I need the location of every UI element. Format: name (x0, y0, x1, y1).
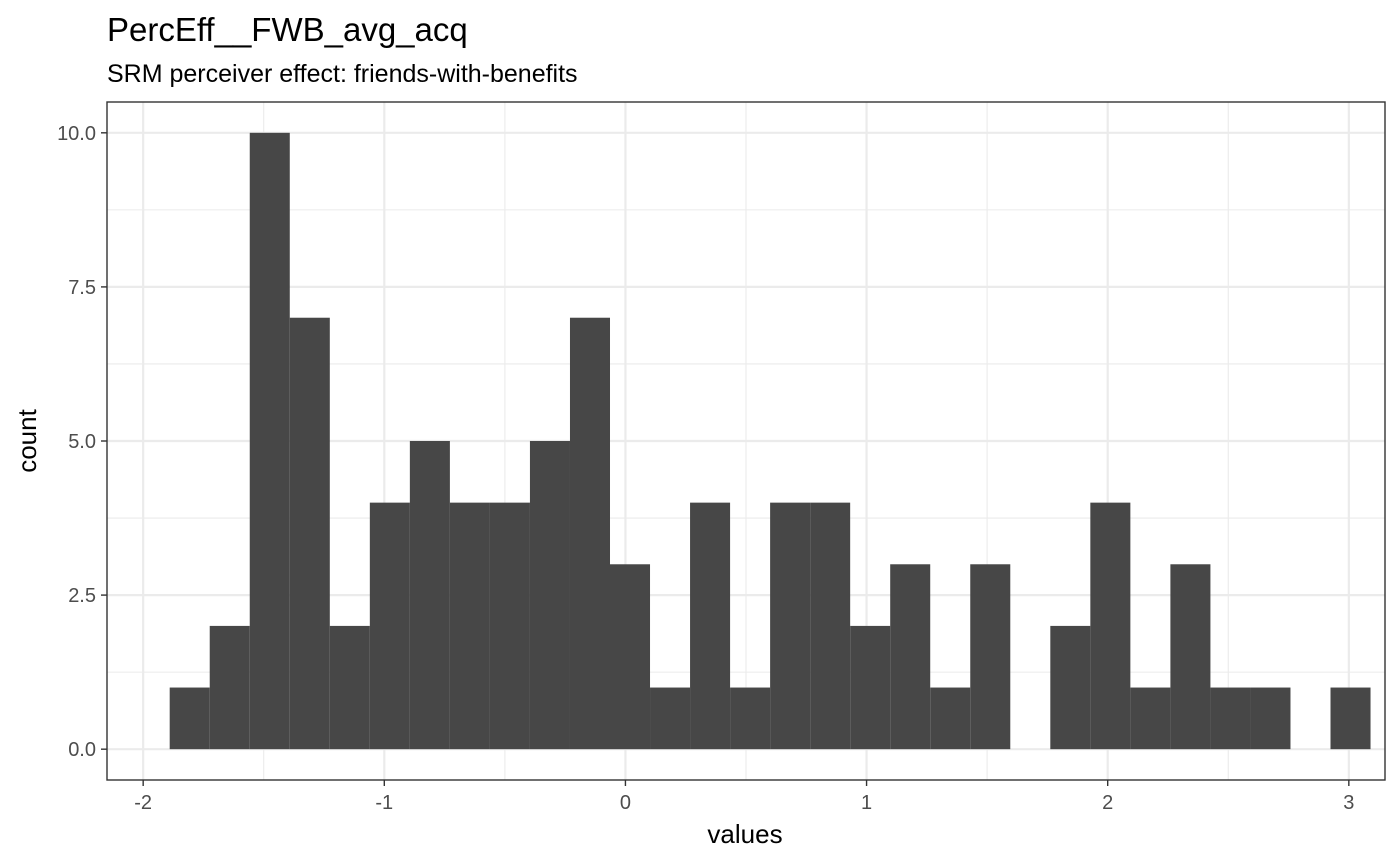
histogram-bar (449, 502, 490, 750)
x-axis-title: values (707, 819, 782, 849)
y-axis-title: count (12, 408, 42, 472)
x-tick-label: 2 (1102, 792, 1113, 814)
histogram-bar (209, 625, 250, 750)
histogram-bar (690, 502, 731, 750)
histogram-bar (1050, 625, 1091, 750)
y-tick-label: 2.5 (68, 585, 96, 607)
histogram-bar (1090, 502, 1131, 750)
histogram-bar (650, 687, 691, 750)
histogram-bar (369, 502, 410, 750)
chart-title: PercEff__FWB_avg_acq (107, 11, 468, 48)
histogram-bar (930, 687, 971, 750)
histogram-bar (610, 564, 651, 750)
histogram-bar (970, 564, 1011, 750)
histogram-bar (169, 687, 210, 750)
histogram-bar (1330, 687, 1371, 750)
histogram-bar (730, 687, 771, 750)
histogram-bar (489, 502, 530, 750)
histogram-bar (850, 625, 891, 750)
histogram-bars (169, 132, 1371, 750)
x-tick-label: -1 (375, 792, 393, 814)
y-axis: 0.0 2.5 5.0 7.5 10.0 (57, 123, 107, 761)
histogram-bar (1130, 687, 1171, 750)
histogram-bar (890, 564, 931, 750)
y-tick-label: 7.5 (68, 277, 96, 299)
histogram-bar (770, 502, 811, 750)
y-tick-label: 0.0 (68, 739, 96, 761)
histogram-bar (289, 317, 330, 750)
x-tick-label: 3 (1343, 792, 1354, 814)
histogram-bar (1210, 687, 1251, 750)
histogram-bar (409, 441, 450, 750)
x-tick-label: 1 (861, 792, 872, 814)
histogram-bar (810, 502, 851, 750)
x-tick-label: 0 (620, 792, 631, 814)
y-tick-label: 5.0 (68, 431, 96, 453)
histogram-bar (1170, 564, 1211, 750)
histogram-bar (249, 132, 290, 750)
histogram-bar (529, 441, 570, 750)
histogram-bar (329, 625, 370, 750)
x-tick-label: -2 (134, 792, 152, 814)
histogram-bar (1250, 687, 1291, 750)
chart-subtitle: SRM perceiver effect: friends-with-benef… (107, 60, 578, 88)
x-axis: -2 -1 0 1 2 3 (134, 780, 1354, 814)
y-tick-label: 10.0 (57, 123, 96, 145)
plot-area (106, 101, 1386, 781)
histogram-bar (569, 317, 611, 750)
